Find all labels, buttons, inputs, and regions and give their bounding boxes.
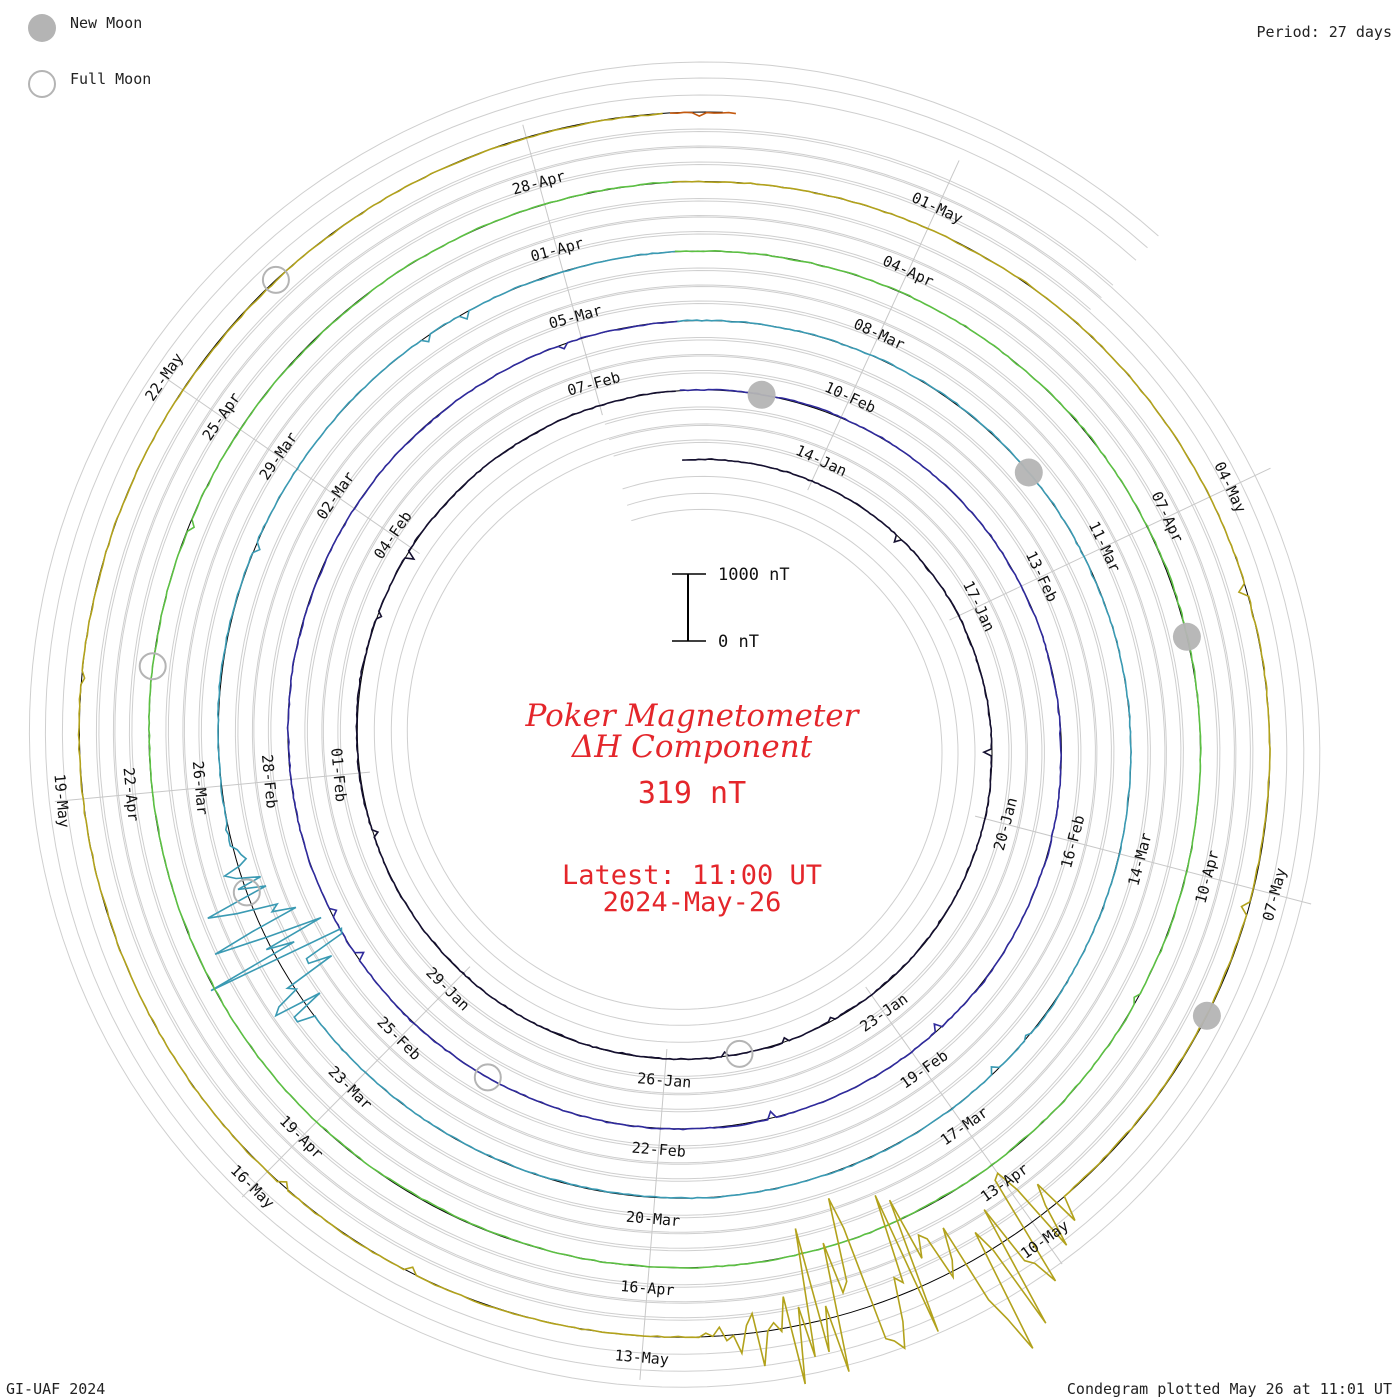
date-spoke xyxy=(807,160,960,491)
date-tick-label: 28-Feb xyxy=(258,754,281,810)
date-spoke xyxy=(974,815,1312,905)
date-tick-label: 01-Apr xyxy=(529,234,586,266)
grid-spiral-line xyxy=(61,94,1288,1355)
date-tick-label: 20-Mar xyxy=(625,1208,680,1230)
new-moon-marker xyxy=(1192,1001,1221,1030)
date-spokes xyxy=(54,124,1312,1380)
date-tick-label: 13-May xyxy=(614,1346,669,1368)
full-moon-marker xyxy=(138,652,167,681)
date-tick-label: 28-Apr xyxy=(510,167,567,199)
date-tick-label: 02-Mar xyxy=(313,468,359,523)
full-moon-marker xyxy=(725,1039,754,1068)
rotation-trace-1 xyxy=(355,390,993,1061)
date-spoke xyxy=(241,966,471,1198)
date-tick-label: 17-Mar xyxy=(937,1103,992,1149)
date-tick-label: 11-Mar xyxy=(1085,518,1124,575)
grid-spiral-line xyxy=(112,145,1237,1304)
date-spoke xyxy=(949,467,1271,621)
date-tick-label: 23-Jan xyxy=(857,990,912,1036)
date-tick-label: 04-May xyxy=(1210,459,1249,516)
new-moon-marker xyxy=(747,380,776,409)
date-tick-label: 17-Jan xyxy=(959,578,998,635)
rotation-trace-4 xyxy=(147,181,1202,1269)
date-tick-label: 29-Mar xyxy=(256,429,302,484)
footer-plot-time: Condegram plotted May 26 at 11:01 UT xyxy=(1067,1380,1392,1398)
chart-title-line2: ΔH Component xyxy=(571,729,813,765)
new-moon-legend-icon xyxy=(28,14,56,42)
date-tick-label: 20-Jan xyxy=(990,796,1021,853)
date-tick-label: 05-Mar xyxy=(547,301,604,333)
date-tick-label: 19-May xyxy=(50,773,73,829)
period-label: Period: 27 days xyxy=(1257,23,1392,41)
date-tick-label: 01-Feb xyxy=(327,747,350,803)
date-tick-label: 07-Feb xyxy=(565,368,622,400)
date-tick-label: 16-Feb xyxy=(1057,813,1088,870)
latest-value: 319 nT xyxy=(638,776,746,811)
rotation-trace-6 xyxy=(669,111,737,117)
rotation-trace-3 xyxy=(207,250,1133,1200)
date-tick-label: 26-Mar xyxy=(189,760,212,816)
grid-spiral-line xyxy=(95,128,1254,1321)
latest-date: 2024-May-26 xyxy=(603,887,782,918)
footer-credit: GI-UAF 2024 xyxy=(6,1380,105,1398)
date-tick-label: 13-Apr xyxy=(977,1160,1032,1206)
date-spoke xyxy=(54,771,370,802)
date-tick-label: 10-Apr xyxy=(1192,848,1223,905)
date-tick-label: 13-Feb xyxy=(1022,548,1061,605)
rotation-trace-5 xyxy=(77,112,1271,1385)
date-tick-label: 07-May xyxy=(1259,866,1290,923)
polar-grid xyxy=(28,61,1321,1388)
date-tick-label: 07-Apr xyxy=(1148,489,1187,546)
full-moon-marker xyxy=(473,1063,502,1092)
date-tick-label: 14-Mar xyxy=(1124,831,1155,888)
date-tick-label: 16-Apr xyxy=(620,1277,675,1299)
new-moon-legend-label: New Moon xyxy=(70,14,142,32)
moon-phase-markers xyxy=(138,265,1221,1092)
magnetometer-traces xyxy=(77,111,1271,1385)
date-spoke xyxy=(639,1048,668,1380)
scale-bar-top-label: 1000 nT xyxy=(718,565,790,585)
rotation-trace-2 xyxy=(286,320,1063,1131)
date-spoke xyxy=(865,986,1063,1265)
full-moon-marker xyxy=(232,878,261,907)
date-tick-label: 04-Feb xyxy=(370,508,416,563)
grid-spiral-line xyxy=(44,77,1305,1372)
full-moon-legend-label: Full Moon xyxy=(70,70,151,88)
new-moon-marker xyxy=(1014,458,1043,487)
grid-spiral-line xyxy=(128,161,1221,1288)
date-tick-label: 26-Jan xyxy=(637,1069,692,1091)
new-moon-marker xyxy=(1172,622,1201,651)
latest-time: Latest: 11:00 UT xyxy=(562,860,822,891)
date-tick-label: 22-Feb xyxy=(631,1139,686,1161)
date-spoke xyxy=(165,377,420,555)
full-moon-marker xyxy=(261,265,290,294)
scale-bar-bottom-label: 0 nT xyxy=(718,632,759,652)
chart-title-line1: Poker Magnetometer xyxy=(525,698,861,734)
full-moon-legend-icon xyxy=(28,70,56,98)
grid-spiral-line xyxy=(28,61,1321,1388)
date-tick-label: 19-Feb xyxy=(897,1046,952,1092)
date-tick-label: 22-Apr xyxy=(120,767,143,823)
date-spoke xyxy=(522,124,603,416)
